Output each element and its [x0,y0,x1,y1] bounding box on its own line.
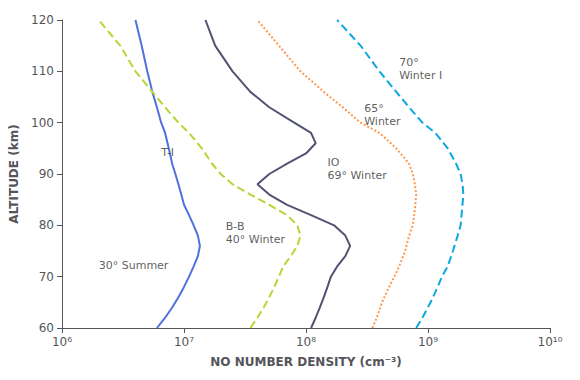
svg-text:Winter: Winter [364,115,401,128]
svg-text:NO NUMBER DENSITY (cm⁻³): NO NUMBER DENSITY (cm⁻³) [210,355,401,369]
svg-text:30° Summer: 30° Summer [99,259,169,272]
svg-text:10⁷: 10⁷ [174,335,194,349]
svg-text:110: 110 [31,64,54,78]
svg-text:Winter I: Winter I [399,69,442,82]
svg-text:65°: 65° [364,102,384,115]
svg-text:100: 100 [31,116,54,130]
svg-text:10¹⁰: 10¹⁰ [538,335,563,349]
svg-text:70: 70 [39,270,54,284]
svg-text:B-B: B-B [226,220,245,233]
svg-text:120: 120 [31,13,54,27]
svg-text:60: 60 [39,321,54,335]
svg-text:ALTITUDE (km): ALTITUDE (km) [7,124,21,223]
svg-text:90: 90 [39,167,54,181]
svg-text:69° Winter: 69° Winter [327,169,387,182]
svg-text:70°: 70° [399,56,419,69]
svg-text:10⁶: 10⁶ [52,335,72,349]
svg-text:T-I: T-I [160,146,174,159]
svg-text:10⁸: 10⁸ [296,335,316,349]
svg-text:80: 80 [39,218,54,232]
svg-text:IO: IO [327,156,339,169]
svg-text:10⁹: 10⁹ [418,335,438,349]
svg-text:40° Winter: 40° Winter [226,233,286,246]
